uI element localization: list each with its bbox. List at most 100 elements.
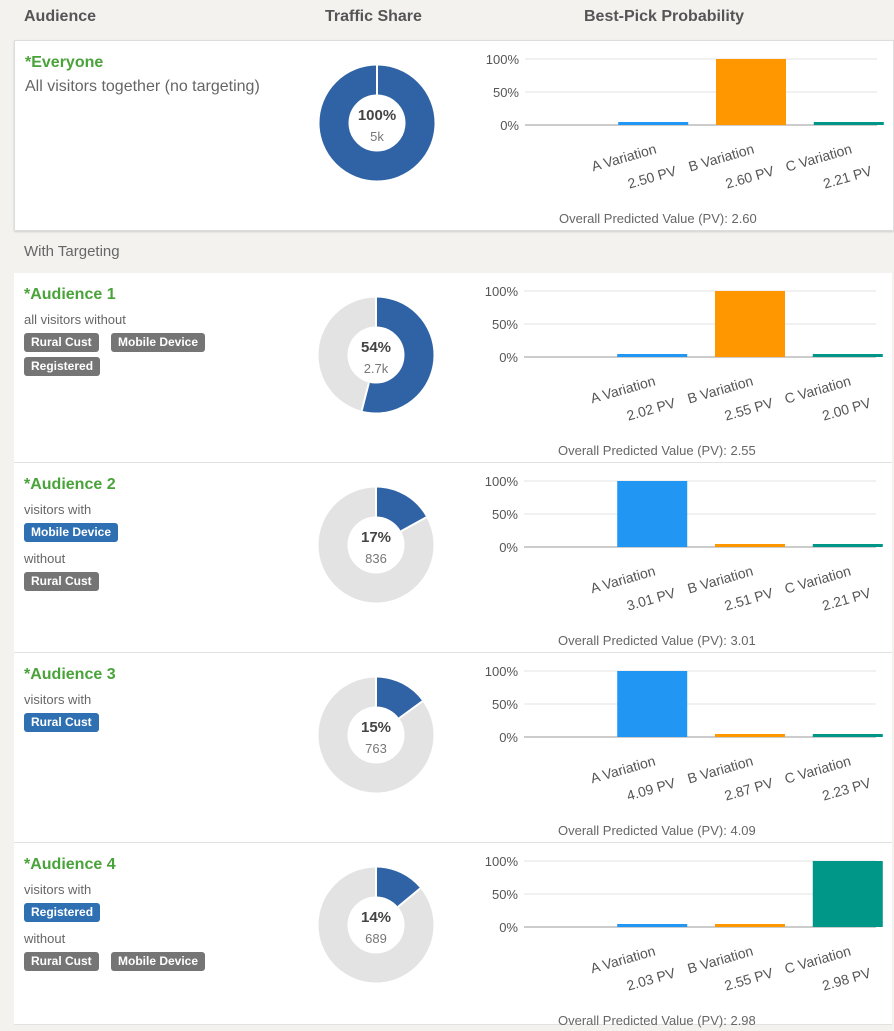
overall-predicted-value: Overall Predicted Value (PV): 3.01 bbox=[558, 633, 756, 648]
x-pv-label: 2.21 PV bbox=[821, 162, 874, 191]
audience-name[interactable]: *Audience 3 bbox=[24, 666, 116, 683]
overall-label: Overall Predicted Value (PV): bbox=[558, 443, 727, 458]
audience-row[interactable]: *Audience 3 visitors with Rural Cust 15%… bbox=[14, 653, 892, 843]
y-tick-label: 50% bbox=[492, 887, 518, 902]
audience-with-label: visitors with bbox=[24, 692, 92, 707]
traffic-share-donut: 54% 2.7k bbox=[318, 297, 434, 413]
overall-predicted-value: Overall Predicted Value (PV): 4.09 bbox=[558, 823, 756, 838]
audience-row[interactable]: *Audience 1 all visitors without Rural C… bbox=[14, 273, 892, 463]
bar-variation-a[interactable] bbox=[617, 924, 688, 927]
included-tag-mobile-device: Mobile Device bbox=[24, 523, 119, 542]
y-tick-label: 0% bbox=[499, 540, 518, 555]
donut-end-divider bbox=[398, 700, 424, 720]
x-pv-label: 2.21 PV bbox=[820, 584, 873, 613]
overall-label: Overall Predicted Value (PV): bbox=[558, 633, 727, 648]
bar-variation-b[interactable] bbox=[715, 924, 785, 927]
traffic-share-donut: 17% 836 bbox=[318, 487, 434, 603]
x-pv-label: 2.23 PV bbox=[820, 774, 873, 803]
x-pv-label: 2.87 PV bbox=[723, 774, 776, 803]
overall-value: 2.55 bbox=[730, 443, 756, 458]
y-tick-label: 50% bbox=[492, 317, 518, 332]
x-pv-label: 2.98 PV bbox=[820, 964, 873, 993]
best-pick-column-header[interactable]: Best-Pick Probability bbox=[584, 8, 745, 25]
audience-row-everyone[interactable]: *Everyone All visitors together (no targ… bbox=[14, 40, 894, 231]
y-tick-label: 0% bbox=[500, 118, 519, 133]
donut-graphic bbox=[319, 65, 435, 181]
traffic-share-donut: 100% 5k bbox=[319, 65, 435, 181]
bar-variation-a[interactable] bbox=[617, 481, 688, 547]
x-pv-label: 2.00 PV bbox=[820, 394, 873, 423]
audience-with-label: visitors with bbox=[24, 882, 92, 897]
bar-variation-c[interactable] bbox=[812, 861, 883, 927]
traffic-share-percent: 100% bbox=[357, 107, 397, 124]
overall-predicted-value: Overall Predicted Value (PV): 2.98 bbox=[558, 1013, 756, 1028]
traffic-share-column-header[interactable]: Traffic Share bbox=[325, 8, 422, 25]
donut-end-divider bbox=[397, 887, 421, 908]
traffic-share-count: 2.7k bbox=[363, 361, 389, 376]
x-pv-label: 2.51 PV bbox=[723, 584, 776, 613]
audience-row[interactable]: *Audience 2 visitors with Mobile Device … bbox=[14, 463, 892, 653]
audience-column-header[interactable]: Audience bbox=[24, 8, 97, 25]
overall-predicted-value: Overall Predicted Value (PV): 2.60 bbox=[559, 211, 757, 226]
y-tick-label: 100% bbox=[485, 854, 519, 869]
excluded-tag-rural-cust: Rural Cust bbox=[24, 333, 99, 352]
audience-without-label: without bbox=[24, 931, 66, 946]
bar-variation-a[interactable] bbox=[617, 354, 688, 357]
traffic-share-percent: 54% bbox=[360, 339, 392, 356]
x-pv-label: 2.03 PV bbox=[625, 964, 678, 993]
x-pv-label: 2.55 PV bbox=[723, 964, 776, 993]
donut-graphic bbox=[318, 867, 434, 983]
bar-variation-a[interactable] bbox=[618, 122, 689, 125]
bar-variation-a[interactable] bbox=[617, 671, 688, 737]
overall-value: 4.09 bbox=[730, 823, 756, 838]
traffic-share-percent: 14% bbox=[360, 909, 392, 926]
bar-variation-b[interactable] bbox=[716, 59, 786, 125]
donut-end-divider bbox=[400, 516, 427, 533]
audience-name[interactable]: *Audience 1 bbox=[24, 286, 116, 303]
best-pick-chart: 100% 50% 0% A Variation 2.03 PV B Variation 2.… bbox=[466, 851, 886, 1031]
y-tick-label: 50% bbox=[492, 697, 518, 712]
bar-variation-c[interactable] bbox=[812, 734, 883, 737]
bar-variation-c[interactable] bbox=[812, 354, 883, 357]
best-pick-chart: 100% 50% 0% A Variation 2.02 PV B Variation 2.… bbox=[466, 281, 886, 461]
x-pv-label: 2.55 PV bbox=[723, 394, 776, 423]
bar-variation-b[interactable] bbox=[715, 291, 785, 357]
audience-with-label: all visitors without bbox=[24, 312, 126, 327]
y-tick-label: 50% bbox=[493, 85, 519, 100]
overall-label: Overall Predicted Value (PV): bbox=[558, 1013, 727, 1028]
audience-name[interactable]: *Audience 4 bbox=[24, 856, 116, 873]
traffic-share-percent: 17% bbox=[360, 529, 392, 546]
y-tick-label: 100% bbox=[485, 474, 519, 489]
audience-row[interactable]: *Audience 4 visitors with Registered wit… bbox=[14, 843, 892, 1028]
traffic-share-donut: 15% 763 bbox=[318, 677, 434, 793]
best-pick-chart: 100% 50% 0% A Variation 3.01 PV B Variation 2.… bbox=[466, 471, 886, 651]
bar-variation-c[interactable] bbox=[812, 544, 883, 547]
y-tick-label: 0% bbox=[499, 920, 518, 935]
excluded-tag-registered: Registered bbox=[24, 357, 101, 376]
bar-variation-c[interactable] bbox=[813, 122, 884, 125]
audience-name[interactable]: *Audience 2 bbox=[24, 476, 116, 493]
best-pick-chart: 100% 50% 0% A Variation 2.50 PV B Variation 2.… bbox=[467, 49, 887, 229]
y-tick-label: 100% bbox=[485, 664, 519, 679]
donut-end-divider bbox=[360, 382, 370, 411]
donut-graphic bbox=[318, 487, 434, 603]
excluded-tag-mobile-device: Mobile Device bbox=[111, 333, 206, 352]
overall-value: 2.98 bbox=[730, 1013, 756, 1028]
donut-graphic bbox=[318, 677, 434, 793]
bar-variation-b[interactable] bbox=[715, 734, 785, 737]
audience-name[interactable]: *Everyone bbox=[25, 54, 104, 71]
table-header: Audience Traffic Share Best-Pick Probabi… bbox=[0, 0, 894, 36]
overall-label: Overall Predicted Value (PV): bbox=[558, 823, 727, 838]
traffic-share-donut: 14% 689 bbox=[318, 867, 434, 983]
x-pv-label: 3.01 PV bbox=[625, 584, 678, 613]
traffic-share-count: 5k bbox=[370, 129, 384, 144]
bar-variation-b[interactable] bbox=[715, 544, 785, 547]
traffic-share-count: 763 bbox=[365, 741, 387, 756]
excluded-tag-rural-cust: Rural Cust bbox=[24, 952, 99, 971]
y-tick-label: 50% bbox=[492, 507, 518, 522]
y-tick-label: 100% bbox=[486, 52, 520, 67]
